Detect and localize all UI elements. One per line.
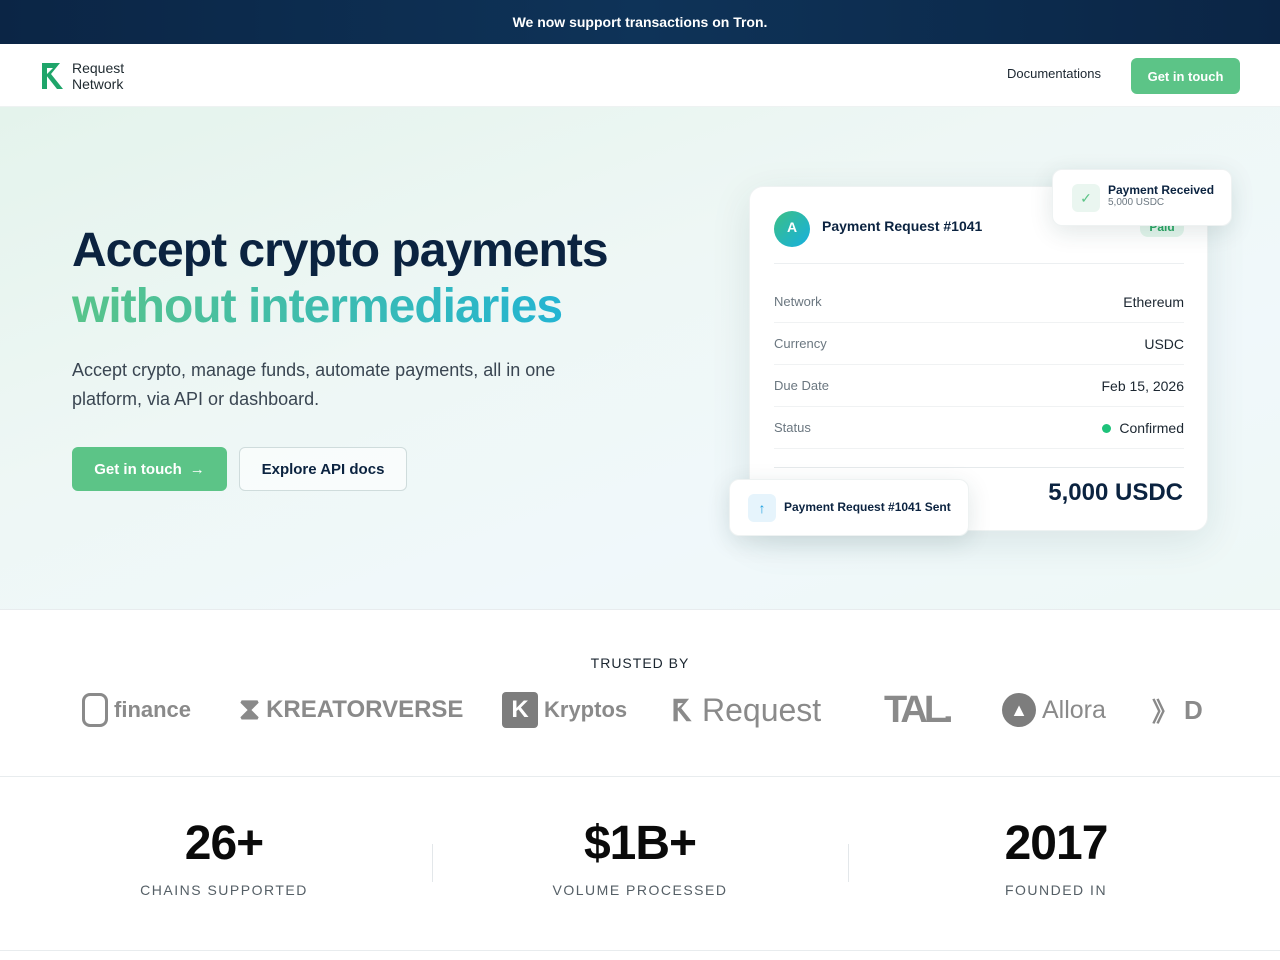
logo-line1: Request bbox=[72, 60, 125, 76]
toast-title: Payment Request #1041 Sent bbox=[784, 500, 951, 514]
payment-request-card: A Payment Request #1041 Paid Network Ethe… bbox=[749, 186, 1208, 531]
hero-cta-label: Get in touch bbox=[94, 460, 182, 478]
total-amount: 5,000 USDC bbox=[1048, 479, 1183, 506]
row-value: USDC bbox=[1144, 335, 1184, 352]
request-logo-icon bbox=[673, 698, 692, 722]
logo-kreatorverse: ⧗ KREATORVERSE bbox=[239, 693, 464, 726]
trusted-logos: finance ⧗ KREATORVERSE K Kryptos Request T… bbox=[0, 688, 1208, 732]
explore-api-docs-button[interactable]: Explore API docs bbox=[239, 447, 407, 491]
stat-founded: 2017 FOUNDED IN bbox=[906, 817, 1206, 899]
logo-tal: TAL. bbox=[884, 688, 954, 731]
avatar: A bbox=[774, 211, 810, 247]
hero-subtitle: Accept crypto, manage funds, automate pa… bbox=[72, 360, 556, 409]
kryptos-logo-icon: K bbox=[502, 692, 538, 728]
hero-section: Accept crypto payments without intermedia… bbox=[0, 107, 1280, 609]
finance-logo-icon bbox=[82, 693, 108, 727]
check-circle-icon bbox=[1102, 424, 1112, 434]
logo-allora: ▲ Allora bbox=[1002, 688, 1106, 732]
allora-logo-icon: ▲ bbox=[1002, 693, 1036, 727]
row-value: Feb 15, 2026 bbox=[1101, 377, 1184, 394]
hero-title-line2: without intermediaries bbox=[72, 279, 608, 335]
hero-title-line1: Accept crypto payments bbox=[72, 224, 609, 277]
payment-sent-toast: ↑ Payment Request #1041 Sent bbox=[729, 479, 969, 536]
logo[interactable]: Request Network bbox=[40, 60, 124, 92]
trusted-by-label: TRUSTED BY bbox=[590, 655, 690, 671]
row-label: Network bbox=[774, 294, 822, 309]
arrow-right-icon: → bbox=[189, 460, 205, 478]
hero-title: Accept crypto payments without intermedia… bbox=[72, 223, 609, 335]
announcement-banner: We now support transactions on Tron. bbox=[0, 0, 1280, 44]
stat-value: $1B+ bbox=[583, 817, 697, 870]
payment-received-toast: ✓ Payment Received 5,000 USDC bbox=[1052, 169, 1232, 226]
signal-logo-icon: 》 bbox=[1152, 696, 1179, 727]
arrow-up-icon: ↑ bbox=[748, 494, 776, 522]
logo-d: 》 D bbox=[1152, 688, 1203, 732]
stat-chains: 26+ CHAINS SUPPORTED bbox=[74, 817, 374, 899]
row-label: Due Date bbox=[774, 378, 829, 393]
request-logo-icon bbox=[42, 63, 63, 89]
stat-label: FOUNDED IN bbox=[1004, 882, 1108, 898]
stat-value: 2017 bbox=[1004, 817, 1109, 870]
card-row-currency: Currency USDC bbox=[774, 323, 1184, 365]
banner-text: We now support transactions on Tron. bbox=[512, 14, 768, 30]
hero-get-in-touch-button[interactable]: Get in touch → bbox=[72, 447, 227, 491]
card-row-status: Status Confirmed bbox=[774, 407, 1184, 449]
stat-volume: $1B+ VOLUME PROCESSED bbox=[490, 817, 790, 899]
top-nav: Request Network Documentations Get in tou… bbox=[0, 44, 1280, 107]
logo-line2: Network bbox=[72, 76, 124, 92]
status-value: Confirmed bbox=[1119, 419, 1184, 436]
card-row-network: Network Ethereum bbox=[774, 281, 1184, 323]
check-icon: ✓ bbox=[1072, 184, 1100, 212]
logo-request: Request bbox=[670, 688, 821, 732]
logo-finance: finance bbox=[82, 688, 191, 732]
row-value: Ethereum bbox=[1123, 293, 1184, 310]
documentation-link[interactable]: Documentations bbox=[1007, 66, 1101, 81]
stat-value: 26+ bbox=[184, 817, 264, 870]
stat-label: CHAINS SUPPORTED bbox=[140, 882, 308, 898]
stat-label: VOLUME PROCESSED bbox=[552, 882, 728, 898]
card-row-due-date: Due Date Feb 15, 2026 bbox=[774, 365, 1184, 407]
row-label: Currency bbox=[774, 336, 827, 351]
toast-amount: 5,000 USDC bbox=[1108, 197, 1165, 208]
card-title: Payment Request #1041 bbox=[822, 218, 983, 234]
kreatorverse-logo-icon: ⧗ bbox=[239, 693, 261, 726]
logo-kryptos: K Kryptos bbox=[502, 688, 627, 732]
nav-get-in-touch-button[interactable]: Get in touch bbox=[1131, 58, 1240, 94]
toast-title: Payment Received bbox=[1108, 183, 1215, 197]
row-label: Status bbox=[774, 420, 811, 435]
